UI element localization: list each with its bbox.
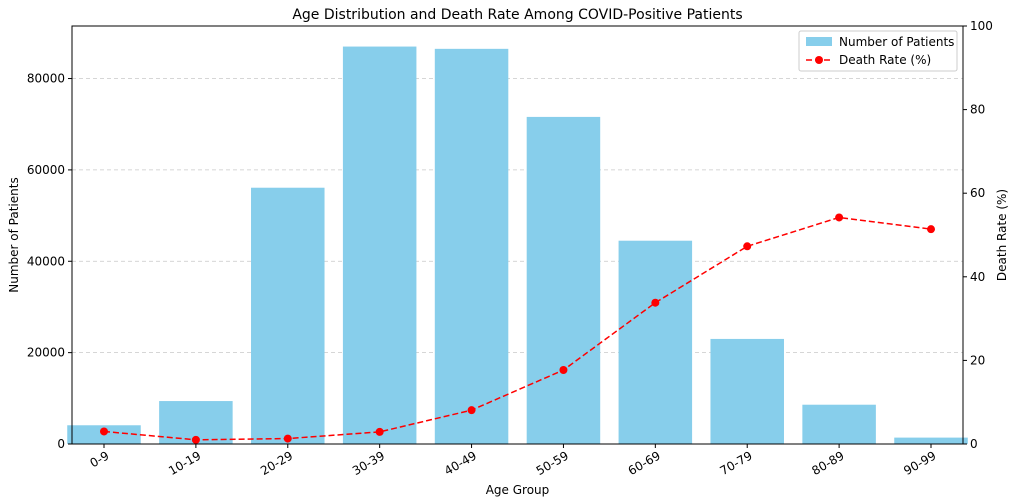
plot-frame	[71, 25, 964, 445]
line-series	[100, 213, 935, 444]
bar-60-69	[618, 240, 693, 444]
x-tick-label: 80-89	[809, 448, 846, 478]
bar-20-29	[251, 187, 325, 445]
y2-tick-label: 60	[970, 186, 985, 200]
grid-lines	[72, 78, 963, 445]
legend-line-marker	[815, 56, 823, 64]
bar-70-79	[710, 338, 784, 444]
x-axis-title: Age Group	[486, 483, 550, 497]
death-rate-point-40-49	[467, 406, 476, 415]
y2-axis-title: Death Rate (%)	[995, 189, 1009, 281]
x-tick-label: 20-29	[258, 448, 295, 478]
x-tick-label: 40-49	[442, 448, 479, 478]
y-tick-label: 0	[57, 437, 65, 451]
bar-30-39	[342, 46, 417, 445]
x-tick-label: 10-19	[166, 448, 203, 478]
y-tick-label: 20000	[27, 346, 65, 360]
legend-bar-swatch	[806, 37, 832, 46]
bar-80-89	[802, 404, 876, 444]
death-rate-point-60-69	[651, 298, 660, 307]
death-rate-point-10-19	[191, 435, 200, 444]
x-tick-label: 50-59	[534, 448, 571, 478]
legend: Number of Patients Death Rate (%)	[798, 30, 958, 72]
death-rate-line	[103, 216, 932, 441]
death-rate-point-50-59	[559, 366, 568, 375]
x-tick-label: 0-9	[88, 448, 112, 470]
legend-bar-label: Number of Patients	[839, 35, 954, 49]
bar-series	[67, 46, 968, 445]
x-tick-label: 30-39	[350, 448, 387, 478]
y-axis-title: Number of Patients	[7, 177, 21, 292]
bar-50-59	[526, 116, 601, 444]
bar-40-49	[434, 48, 509, 445]
y-tick-label: 60000	[27, 163, 65, 177]
x-tick-label: 90-99	[901, 448, 938, 478]
x-tick-label: 70-79	[718, 448, 755, 478]
y-tick-label: 40000	[27, 254, 65, 268]
chart-title: Age Distribution and Death Rate Among CO…	[292, 7, 742, 23]
legend-frame	[798, 30, 958, 72]
death-rate-point-0-9	[100, 427, 108, 436]
y2-tick-label: 0	[970, 437, 978, 451]
y2-tick-label: 40	[970, 270, 985, 284]
death-rate-point-20-29	[283, 434, 292, 443]
death-rate-point-30-39	[375, 427, 384, 436]
legend-line-label: Death Rate (%)	[839, 53, 931, 67]
death-rate-point-90-99	[927, 225, 935, 234]
y2-tick-label: 100	[970, 19, 993, 33]
bar-90-99	[894, 437, 968, 444]
death-rate-point-80-89	[835, 213, 844, 222]
death-rate-point-70-79	[743, 242, 752, 251]
y-tick-label: 80000	[27, 72, 65, 86]
y2-tick-label: 20	[970, 353, 985, 367]
y2-tick-label: 80	[970, 103, 985, 117]
x-tick-label: 60-69	[626, 448, 663, 478]
